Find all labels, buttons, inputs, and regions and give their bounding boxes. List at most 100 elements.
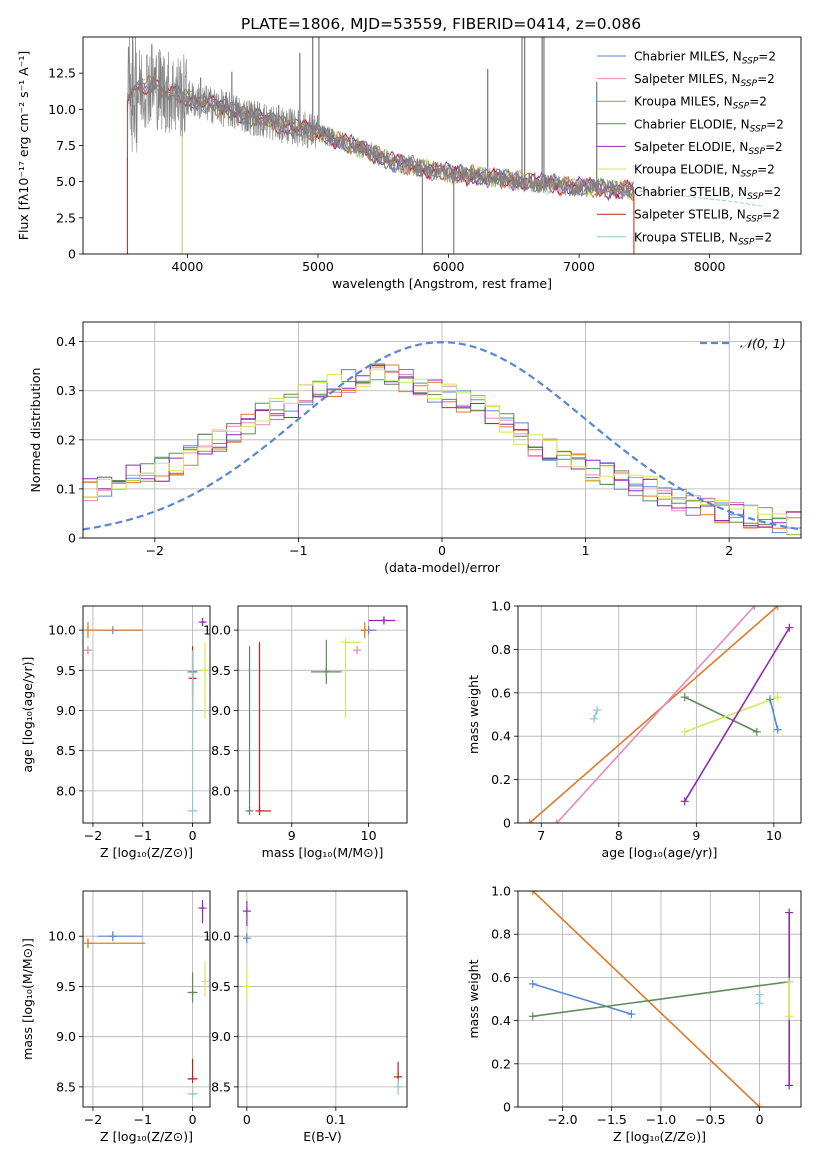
y-tick-label: 8.5 [211, 743, 231, 758]
y-tick-label: 7.5 [56, 138, 76, 153]
weight-line-kroupa_miles [532, 891, 761, 1107]
errorbar-point-kroupa_miles [83, 938, 146, 949]
y-tick-label: 9.0 [211, 703, 231, 718]
y-tick-label: 0.2 [491, 772, 511, 787]
y-tick-label: 0.6 [491, 970, 511, 985]
legend-entry-normal: 𝒩(0, 1) [740, 336, 786, 351]
axes-frame [82, 321, 802, 539]
x-tick-label: −2 [146, 543, 164, 558]
legend-entry-salpeter_elodie: Salpeter ELODIE, NSSP=2 [634, 140, 783, 157]
y-tick-label: 9.0 [56, 703, 76, 718]
axes-frame [82, 605, 211, 824]
legend-entry-chabrier_miles: Chabrier MILES, NSSP=2 [634, 50, 776, 67]
weight-line-kroupa_miles [529, 606, 779, 823]
x-axis-label: E(B-V) [303, 1129, 342, 1144]
panel-age-vs-mass: 9 10 8.0 8.5 9.0 9.5 10.0 mass [log₁₀(M/M⊙)] [203, 605, 408, 860]
x-axis-label: wavelength [Angstrom, rest frame] [332, 276, 552, 291]
y-tick-label: 0.3 [56, 383, 76, 398]
axes-frame [82, 890, 211, 1108]
errorbar-point-chabrier_miles [242, 933, 251, 944]
x-tick-label: 10 [361, 828, 377, 843]
y-tick-label: 8.0 [56, 783, 76, 798]
errorbar-point-chabrier_elodie [245, 646, 254, 815]
panel-weight-vs-age: 7 8 9 10 0 0.2 0.4 0.6 0.8 1.0 age [log₁₀(age/yr)]… [466, 599, 802, 860]
axes-frame [517, 890, 802, 1108]
y-tick-label: 12.5 [48, 66, 76, 81]
y-tick-label: 8.5 [211, 1079, 231, 1094]
x-tick-label: 0 [438, 543, 446, 558]
x-tick-label: −2 [84, 828, 102, 843]
x-tick-label: 4000 [172, 259, 204, 274]
x-axis-label: (data-model)/error [384, 560, 501, 575]
legend: Chabrier MILES, NSSP=2 Salpeter MILES, NS… [597, 50, 784, 247]
x-tick-label: −2 [84, 1112, 102, 1127]
weight-line-chabrier_miles [532, 983, 632, 1015]
x-tick-label: 0.1 [326, 1112, 346, 1127]
weight-line-chabrier_elodie [684, 696, 758, 733]
plot-area [83, 341, 801, 536]
normal-curve [83, 341, 801, 531]
weight-line-salpeter_miles [556, 606, 756, 823]
plot-area [83, 900, 210, 1098]
x-tick-label: 1 [582, 543, 590, 558]
y-tick-label: 0.6 [491, 685, 511, 700]
legend: 𝒩(0, 1) [700, 336, 786, 351]
y-tick-label: 0 [68, 247, 76, 262]
panel-age-vs-Z: −2 −1 0 8.0 8.5 9.0 9.5 10.0 Z [log₁₀(Z/Z⊙)] age … [20, 605, 211, 860]
legend-entry-chabrier_elodie: Chabrier ELODIE, NSSP=2 [634, 117, 784, 134]
y-tick-label: 8.0 [211, 783, 231, 798]
y-tick-label: 10.0 [48, 929, 76, 944]
x-tick-label: 7 [537, 828, 545, 843]
y-tick-label: 0.8 [491, 927, 511, 942]
y-tick-label: 2.5 [56, 210, 76, 225]
x-tick-label: 9 [692, 828, 700, 843]
errorbar-point-kroupa_elodie [242, 966, 251, 1002]
weight-line-chabrier_elodie [532, 980, 790, 1018]
y-tick-label: 0.4 [491, 1013, 511, 1028]
x-tick-label: −1 [134, 828, 152, 843]
weight-line-salpeter_elodie [684, 627, 791, 802]
errorbar-point-kroupa_elodie [201, 961, 210, 997]
x-tick-label: 10 [766, 828, 782, 843]
plot-area [83, 618, 210, 815]
x-axis-label: Z [log₁₀(Z/Z⊙)] [100, 1129, 193, 1144]
axes-frame [517, 605, 802, 824]
x-tick-label: 7000 [563, 259, 595, 274]
y-axis-label: age [log₁₀(age/yr)] [20, 657, 35, 773]
x-tick-label: 5000 [302, 259, 334, 274]
errorbar-point-kroupa_elodie [341, 638, 361, 719]
y-tick-label: 10.0 [203, 929, 231, 944]
y-tick-label: 10.0 [48, 102, 76, 117]
y-axis-label: mass [log₁₀(M/M⊙)] [20, 938, 35, 1060]
legend-entry-salpeter_stelib: Salpeter STELIB, NSSP=2 [634, 208, 780, 225]
errorbar-point-salpeter_elodie [242, 901, 251, 927]
x-axis-label: age [log₁₀(age/yr)] [602, 845, 718, 860]
y-tick-label: 10.0 [203, 623, 231, 638]
y-tick-label: 8.5 [56, 743, 76, 758]
data-spectrum [127, 37, 634, 200]
axes-frame [237, 890, 408, 1108]
y-axis-label: mass weight [466, 959, 481, 1038]
y-tick-label: 1.0 [491, 599, 511, 614]
x-tick-label: 2 [725, 543, 733, 558]
errorbar-point-kroupa_stelib [187, 650, 198, 815]
x-tick-label: 0 [189, 828, 197, 843]
y-tick-label: 10.0 [48, 623, 76, 638]
y-tick-label: 9.5 [211, 663, 231, 678]
plot-area [528, 891, 794, 1107]
errorbar-point-chabrier_elodie [310, 639, 342, 684]
y-tick-label: 9.5 [56, 979, 76, 994]
panel-residuals: −2 −1 0 1 2 0 0.1 0.2 0.3 0.4 (data-model)/error No… [28, 321, 802, 575]
panel-mass-vs-EBV: 0 0.1 8.5 9.0 9.5 10.0 E(B-V) [203, 890, 408, 1144]
y-tick-label: 9.5 [56, 663, 76, 678]
errorbar-point-kroupa_stelib [394, 1078, 403, 1095]
plot-area [525, 606, 794, 823]
errorbar-point-salpeter_miles [83, 646, 92, 655]
y-tick-label: 9.0 [211, 1029, 231, 1044]
x-tick-label: −1.0 [646, 1112, 676, 1127]
errorbar-point-kroupa_miles [360, 622, 369, 639]
x-tick-label: −1 [134, 1112, 152, 1127]
errorbar-point-chabrier_miles [97, 931, 143, 942]
errorbar-point-salpeter_elodie [198, 900, 207, 924]
